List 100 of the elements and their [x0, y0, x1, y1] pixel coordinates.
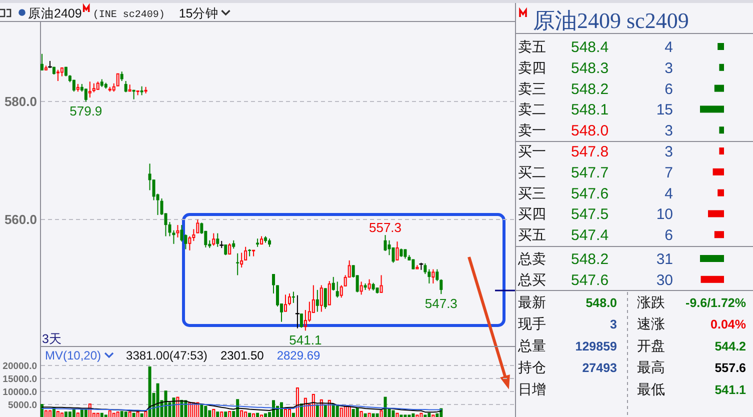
- y2-tick-label: 548.4: [571, 39, 609, 56]
- y2-tick-label: 548.1: [571, 102, 609, 119]
- bar: [212, 408, 216, 417]
- bar: [712, 168, 724, 176]
- bar: [719, 64, 724, 71]
- text: 0.04%: [710, 318, 746, 332]
- bar: [80, 408, 84, 417]
- bar: [68, 412, 72, 417]
- y2-tick-label: 547.5: [571, 206, 609, 224]
- candlestick: [360, 281, 363, 296]
- candlestick: [436, 268, 439, 282]
- category-label: 持仓: [518, 359, 546, 376]
- y2-tick-label: 547.6: [571, 272, 609, 289]
- text: 557.6: [714, 361, 746, 376]
- bar: [700, 106, 724, 113]
- candlestick: [116, 73, 120, 86]
- bar: [719, 126, 724, 134]
- candlestick: [184, 234, 188, 250]
- y-tick-label: 580.0: [4, 94, 37, 109]
- category-label: 速涨: [637, 316, 665, 332]
- bar: [76, 412, 80, 417]
- y2-tick-label: 547.8: [571, 144, 609, 160]
- candlestick: [304, 310, 307, 332]
- bar: [56, 411, 60, 417]
- bar: [120, 411, 124, 417]
- bar: [240, 410, 244, 417]
- bar: [216, 412, 220, 417]
- candlestick: [176, 224, 180, 238]
- candlestick: [88, 81, 92, 98]
- bar: [72, 408, 76, 417]
- text: 129859: [575, 339, 617, 354]
- bar: [136, 412, 140, 417]
- bar: [348, 406, 351, 417]
- y-tick-label: 总买: [517, 271, 546, 288]
- candlestick: [284, 294, 287, 312]
- bar: [224, 412, 228, 417]
- text: 3: [610, 318, 617, 332]
- bar: [88, 404, 92, 417]
- annotation: 579.9: [70, 104, 102, 119]
- bar: [280, 402, 283, 417]
- candlestick: [96, 81, 100, 90]
- bar: [284, 408, 287, 417]
- candlestick: [396, 241, 399, 260]
- category-label: 最高: [637, 359, 665, 376]
- candlestick: [236, 252, 240, 276]
- bar: [196, 402, 200, 417]
- candlestick: [320, 284, 323, 312]
- y-tick-label: 卖三: [518, 80, 546, 96]
- candlestick: [384, 234, 387, 252]
- candlestick: [440, 278, 443, 295]
- y-tick-label: 买四: [518, 206, 546, 222]
- category-label: 最新: [518, 294, 546, 310]
- y-tick-label: 买二: [518, 164, 546, 180]
- data-label: 4: [664, 39, 673, 56]
- y2-tick-label: 548.2: [571, 80, 609, 98]
- category-label: 涨跌: [637, 294, 665, 310]
- category-label: 开盘: [637, 337, 665, 354]
- bar: [100, 412, 104, 417]
- data-label: 6: [664, 227, 673, 244]
- bar: [192, 402, 196, 417]
- bar: [188, 402, 192, 417]
- chart-title: 原油2409 sc2409: [533, 8, 689, 33]
- candlestick: [380, 274, 383, 293]
- bar: [316, 404, 319, 417]
- bar: [140, 413, 144, 417]
- y2-tick-label: 548.3: [571, 60, 609, 77]
- y-tick-label: 15000.0: [2, 374, 37, 385]
- candlestick: [416, 264, 419, 270]
- bar: [340, 408, 343, 417]
- bar: [352, 408, 355, 417]
- line-series: [42, 400, 442, 413]
- data-label: 31: [656, 251, 673, 268]
- bar: [228, 411, 232, 417]
- candlestick: [324, 288, 327, 310]
- y2-tick-label: 547.7: [571, 164, 609, 182]
- category-label: 日增: [518, 380, 546, 397]
- candlestick: [60, 67, 64, 77]
- bar: [336, 405, 339, 417]
- data-label: 7: [664, 164, 673, 182]
- candlestick: [252, 250, 256, 257]
- bar: [112, 412, 116, 417]
- bar: [428, 412, 431, 417]
- candlestick: [84, 88, 88, 102]
- bar: [200, 404, 204, 417]
- y-tick-label: 卖二: [518, 101, 546, 118]
- bar: [204, 406, 208, 417]
- bar: [360, 411, 363, 417]
- candlestick: [336, 281, 339, 298]
- bar: [292, 412, 295, 417]
- bar: [344, 406, 347, 417]
- bar: [714, 231, 724, 238]
- y-tick-label: 560.0: [4, 212, 37, 227]
- bar: [396, 412, 399, 417]
- text: 15分钟: [178, 6, 219, 20]
- y-tick-label: 卖五: [518, 38, 546, 54]
- y2-tick-label: 548.0: [571, 122, 609, 140]
- bar: [48, 410, 52, 417]
- bar: [718, 189, 724, 196]
- bar: [244, 412, 248, 417]
- bar: [256, 412, 260, 417]
